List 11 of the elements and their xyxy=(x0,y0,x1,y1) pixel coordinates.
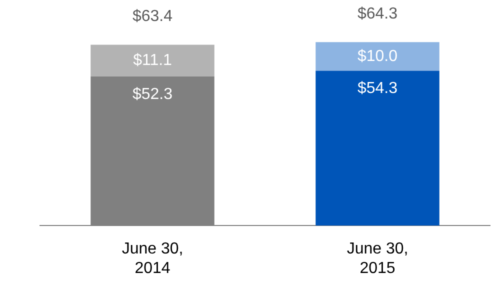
bar xyxy=(90,44,214,76)
data-label: $54.3 xyxy=(357,80,398,98)
x-tick-label: June 30, 2014 xyxy=(122,240,184,277)
bar xyxy=(316,70,440,226)
total-label: $63.4 xyxy=(132,8,173,26)
bar xyxy=(316,42,440,71)
x-tick-label: June 30, 2015 xyxy=(346,240,408,277)
data-label: $52.3 xyxy=(132,86,173,103)
total-label: $64.3 xyxy=(357,6,398,23)
data-label: $11.1 xyxy=(133,52,172,69)
data-label: $10.0 xyxy=(357,48,398,65)
